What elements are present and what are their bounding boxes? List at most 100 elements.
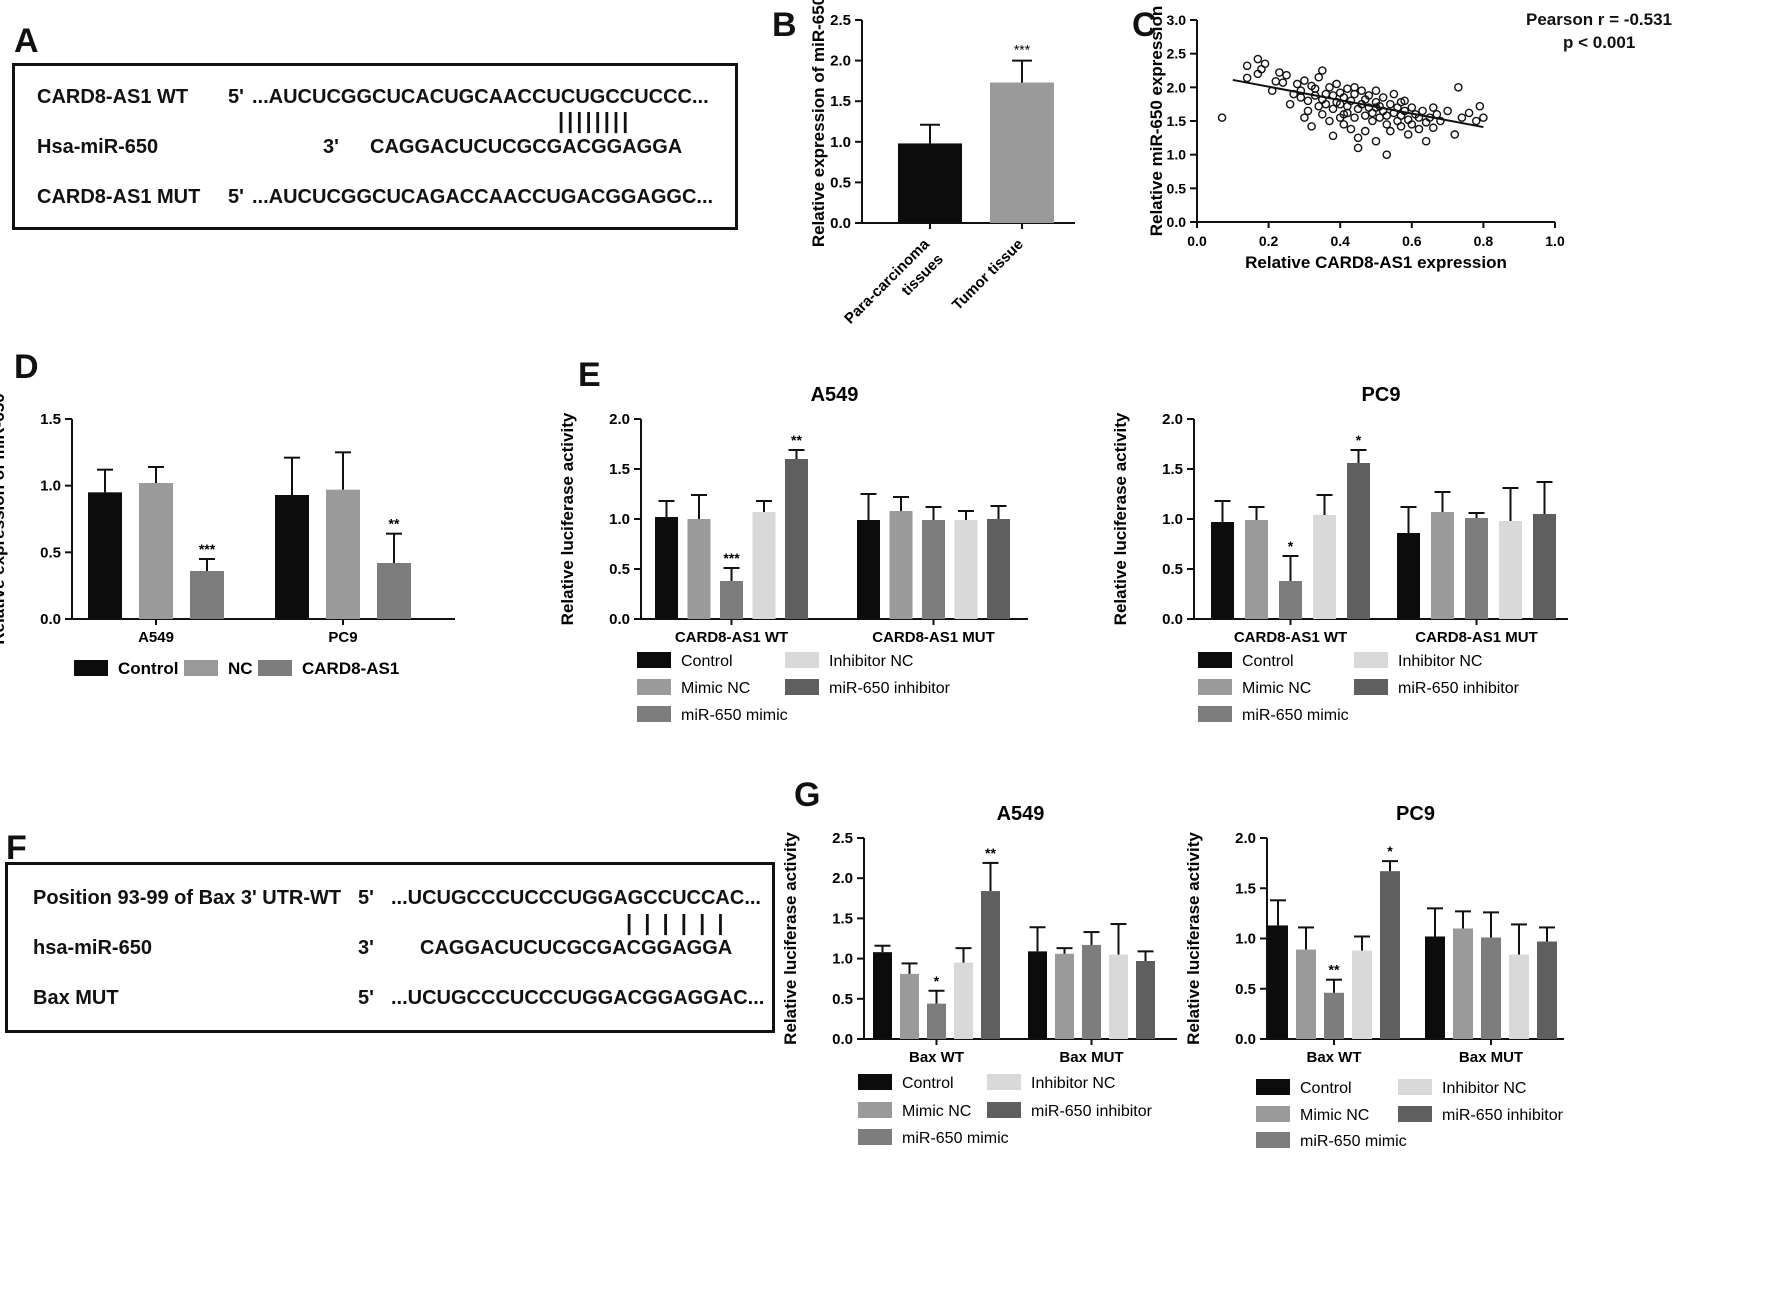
y-tick-label: 2.5	[830, 12, 851, 29]
sequence-name: CARD8-AS1 WT	[37, 86, 189, 108]
y-tick-label: 1.5	[1235, 880, 1256, 897]
legend-label: Inhibitor NC	[1031, 1075, 1115, 1092]
y-tick-label: 1.0	[1162, 511, 1183, 528]
y-tick-label: 0.5	[1162, 561, 1183, 578]
scatter-point	[1321, 99, 1331, 109]
bar	[1268, 925, 1288, 1039]
scatter-point	[1282, 70, 1291, 80]
legend-label: miR-650 inhibitor	[1031, 1103, 1153, 1120]
scatter-point	[1389, 89, 1399, 99]
scatter-point	[1360, 111, 1370, 120]
bar	[898, 143, 962, 223]
legend-label: Control	[118, 659, 178, 678]
y-tick-label: 1.5	[830, 93, 851, 110]
scatter-point	[1428, 123, 1438, 133]
scatter-point	[1296, 86, 1306, 95]
y-tick-label: 1.0	[830, 134, 851, 151]
x-tick-label: Bax MUT	[1059, 1049, 1123, 1066]
scatter-point	[1260, 59, 1270, 69]
x-tick-label: 0.2	[1259, 233, 1279, 249]
scatter-point	[1275, 68, 1284, 77]
x-tick-label: CARD8-AS1 MUT	[1415, 629, 1538, 646]
bar	[720, 581, 743, 619]
legend-swatch	[637, 706, 671, 722]
legend-label: miR-650 inhibitor	[1442, 1107, 1564, 1124]
y-axis-label: Relative expression of miR-650	[0, 393, 8, 644]
bar	[785, 459, 808, 619]
stat-pearson-r: Pearson r = -0.531	[1526, 10, 1673, 29]
y-tick-label: 1.5	[40, 411, 61, 428]
scatter-point	[1407, 120, 1417, 129]
significance-label: ***	[199, 541, 216, 557]
x-tick-label: 0.4	[1330, 233, 1350, 249]
scatter-point	[1371, 136, 1381, 146]
chart-title: A549	[811, 384, 859, 406]
legend-label: Control	[1242, 653, 1294, 670]
legend-label: Mimic NC	[1242, 680, 1311, 697]
scatter-point	[1386, 99, 1395, 109]
legend-swatch	[785, 652, 819, 668]
bar	[1397, 533, 1420, 619]
scatter-point	[1454, 83, 1463, 92]
significance-label: **	[389, 516, 400, 532]
x-tick-label: A549	[138, 629, 174, 646]
scatter-point	[1310, 84, 1320, 93]
bar	[88, 492, 122, 619]
x-tick-label: Bax WT	[909, 1049, 964, 1066]
scatter-point	[1471, 116, 1481, 126]
scatter-point	[1418, 106, 1427, 116]
y-tick-label: 1.5	[832, 910, 853, 927]
scatter-point	[1357, 86, 1366, 95]
scatter-point	[1382, 150, 1392, 159]
bar	[1136, 961, 1155, 1039]
y-tick-label: 1.0	[609, 511, 630, 528]
x-tick-label: PC9	[328, 629, 357, 646]
scatter-point	[1307, 122, 1316, 131]
scatter-point	[1396, 97, 1406, 107]
significance-label: ***	[1014, 42, 1031, 58]
bar	[1533, 514, 1556, 619]
legend-swatch	[1398, 1079, 1432, 1095]
scatter-point	[1436, 116, 1445, 126]
scatter-point	[1368, 116, 1377, 126]
sequence-name: Bax MUT	[33, 987, 119, 1009]
bar	[1509, 954, 1529, 1039]
sequence-prime: 3'	[323, 136, 339, 158]
scatter-point	[1242, 73, 1252, 83]
sequence-text: CAGGACUCUCGCGACGGAGGA	[370, 136, 683, 158]
scatter-point	[1339, 109, 1349, 119]
bar	[1109, 954, 1128, 1039]
y-tick-label: 0.5	[40, 544, 61, 561]
scatter-point	[1325, 83, 1334, 92]
bar	[873, 952, 892, 1039]
significance-label: *	[1288, 538, 1294, 554]
legend-label: CARD8-AS1	[302, 659, 399, 678]
significance-label: **	[791, 432, 802, 448]
y-tick-label: 0.0	[1162, 611, 1183, 628]
legend-swatch	[1198, 679, 1232, 695]
legend-label: Inhibitor NC	[829, 653, 913, 670]
y-tick-label: 1.0	[832, 951, 853, 968]
y-tick-label: 0.0	[609, 611, 630, 628]
scatter-point	[1318, 66, 1327, 75]
legend-label: miR-650 mimic	[1242, 707, 1349, 724]
legend-label: miR-650 inhibitor	[1398, 680, 1520, 697]
legend-label: Control	[902, 1075, 954, 1092]
scatter-point	[1396, 122, 1406, 131]
sequence-name: Hsa-miR-650	[37, 136, 159, 158]
bar	[1245, 520, 1268, 619]
scatter-point	[1364, 91, 1374, 100]
bar	[752, 512, 776, 619]
x-tick-label: 0.0	[1187, 233, 1207, 249]
y-tick-label: 2.0	[1167, 79, 1187, 95]
legend-label: Control	[1300, 1080, 1352, 1097]
x-tick-label: Tumor tissue	[949, 236, 1027, 314]
panel-g-label: G	[794, 776, 821, 814]
bar	[1537, 941, 1557, 1039]
bar	[139, 483, 173, 619]
scatter-point	[1271, 76, 1281, 86]
sequence-prime: 5'	[228, 86, 244, 108]
bar	[377, 563, 411, 619]
bar	[1431, 512, 1454, 619]
legend-swatch	[785, 679, 819, 695]
